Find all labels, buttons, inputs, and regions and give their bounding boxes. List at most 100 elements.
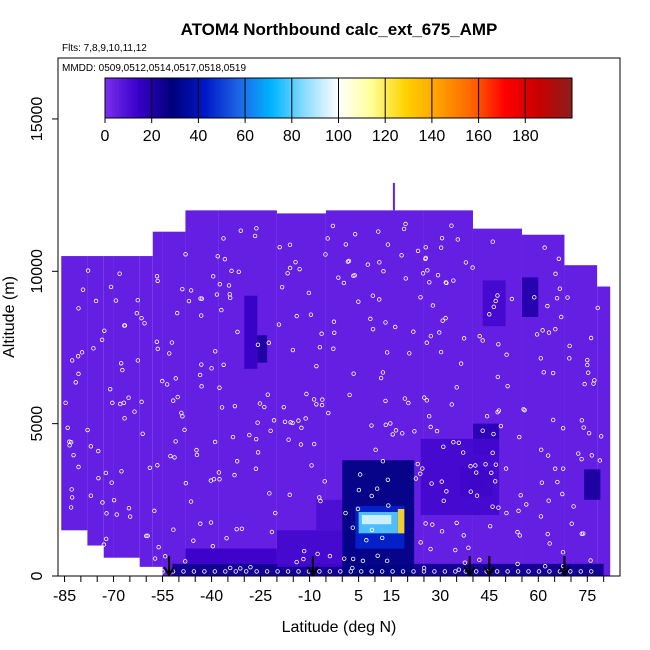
sample-point: [365, 262, 371, 267]
colorbar-segment: [459, 78, 463, 118]
sample-point: [194, 452, 200, 458]
sample-point: [144, 533, 149, 539]
sample-point: [393, 428, 399, 433]
colorbar-segment: [233, 78, 237, 118]
colorbar-segment: [329, 78, 332, 118]
sample-point: [498, 423, 504, 429]
sample-point: [383, 422, 389, 428]
flight-arrows: [163, 556, 571, 577]
colorbar-segment: [207, 78, 211, 118]
colorbar-segment: [319, 78, 323, 118]
colorbar-segment: [546, 78, 550, 118]
sample-point: [330, 223, 336, 229]
sample-point: [217, 477, 222, 482]
sample-point: [589, 453, 595, 458]
sample-point: [579, 531, 585, 536]
sample-point: [208, 478, 214, 483]
sample-point: [595, 305, 600, 311]
colorbar-segment: [350, 78, 354, 118]
sample-point: [578, 569, 583, 574]
sample-point: [210, 544, 216, 549]
sample-point: [173, 376, 178, 381]
sample-point: [552, 466, 558, 471]
sample-point: [536, 569, 542, 574]
sample-point: [412, 429, 417, 434]
sample-point: [456, 440, 462, 445]
sample-point: [175, 394, 180, 400]
sample-point: [538, 514, 544, 519]
sample-point: [286, 437, 291, 442]
colorbar-segment: [389, 78, 393, 118]
sample-point: [224, 535, 229, 541]
sample-point: [327, 553, 333, 559]
sample-point: [276, 322, 282, 327]
sample-point: [168, 453, 173, 459]
colorbar-segment: [436, 78, 440, 118]
sample-point: [194, 447, 199, 453]
colorbar-segment: [345, 78, 349, 118]
sample-point: [546, 330, 552, 335]
sample-point: [491, 431, 496, 437]
colorbar-segment: [338, 78, 342, 118]
colorbar-segment: [473, 78, 477, 118]
sample-point: [285, 569, 291, 574]
sample-point: [579, 456, 584, 462]
colorbar-segment: [569, 78, 573, 118]
sample-point: [556, 256, 562, 261]
colorbar-segment: [483, 78, 487, 118]
sample-point: [172, 455, 177, 460]
sample-point: [441, 498, 446, 504]
heatmap-feature: [584, 469, 601, 500]
colorbar-segment: [331, 78, 335, 118]
sample-point: [71, 452, 76, 458]
colorbar-segment: [529, 78, 533, 118]
colorbar-segment: [392, 78, 396, 118]
sample-point: [230, 434, 236, 440]
colorbar-segment: [273, 78, 276, 118]
sample-point: [114, 512, 119, 517]
sample-point: [539, 447, 544, 453]
sample-point: [415, 248, 421, 254]
colorbar-segment: [184, 78, 188, 118]
heatmap-cell: [152, 231, 163, 567]
sample-point: [197, 372, 203, 378]
sample-point: [85, 268, 91, 273]
sample-point: [542, 564, 548, 569]
colorbar-segment: [128, 78, 132, 118]
colorbar-segment: [501, 78, 505, 118]
colorbar-segment: [324, 78, 328, 118]
sample-point: [385, 242, 391, 247]
sample-point: [473, 463, 478, 468]
sample-point: [444, 489, 449, 494]
sample-point: [76, 306, 81, 311]
sample-point: [386, 503, 391, 508]
colorbar-segment: [504, 78, 508, 118]
sample-point: [440, 318, 445, 323]
heatmap-cell: [139, 256, 153, 567]
sample-point: [418, 471, 423, 476]
sample-point: [170, 398, 176, 403]
colorbar-segment: [424, 78, 428, 118]
sample-point: [360, 558, 366, 564]
sample-point: [162, 554, 168, 559]
heatmap-spike: [392, 182, 395, 211]
sample-point: [169, 340, 175, 345]
colorbar-segment: [354, 78, 358, 118]
sample-point: [576, 451, 581, 456]
sample-point: [496, 505, 501, 510]
sample-point: [282, 419, 288, 424]
colorbar-segment: [340, 78, 344, 118]
sample-point: [264, 569, 270, 574]
colorbar-segment: [534, 78, 538, 118]
sample-point: [244, 569, 249, 574]
heatmap-feature: [397, 508, 405, 534]
colorbar-segment: [259, 78, 262, 118]
heatmap-cell: [162, 231, 186, 576]
colorbar-segment: [567, 78, 571, 118]
sample-point: [104, 511, 109, 516]
sample-point: [216, 470, 222, 475]
colorbar-segment: [268, 78, 272, 118]
sample-point: [254, 226, 259, 231]
sample-point: [484, 414, 490, 419]
colorbar-segment: [226, 78, 230, 118]
